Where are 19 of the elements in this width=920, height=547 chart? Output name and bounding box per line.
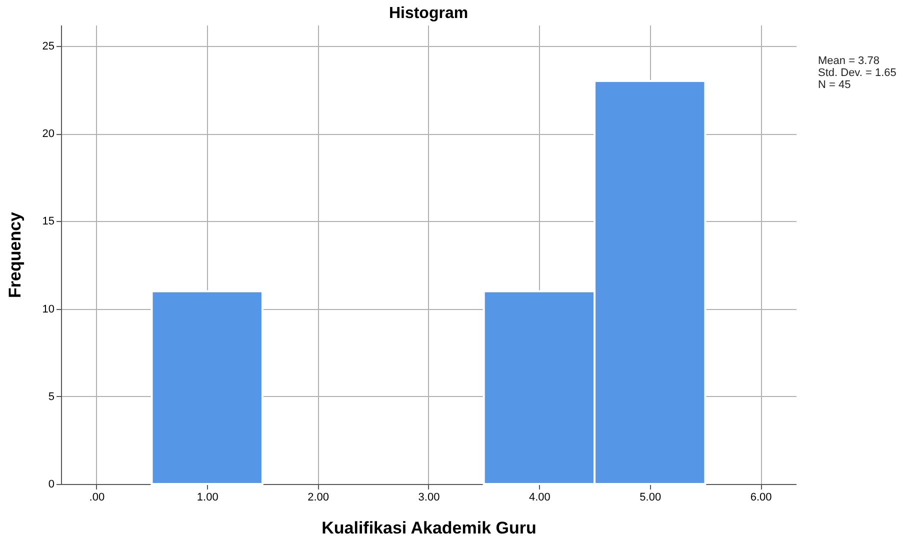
text: Std. Dev. = 1.65 (818, 67, 896, 79)
x-tick-label: 2.00 (308, 492, 330, 504)
x-tick-label: 5.00 (640, 492, 662, 504)
x-tick-label: .00 (89, 492, 105, 504)
y-tick-label: 0 (48, 478, 54, 490)
y-axis-title: Frequency (5, 211, 24, 298)
text: N = 45 (818, 79, 852, 91)
y-tick-label: 10 (42, 303, 54, 316)
y-tick-label: 5 (48, 390, 54, 403)
chart-title: Histogram (388, 5, 468, 22)
x-tick-label: 6.00 (750, 492, 772, 504)
y-tick-label: 25 (42, 40, 54, 53)
y-tick-label: 20 (42, 128, 54, 140)
x-axis-title: Kualifikasi Akademik Guru (322, 518, 536, 538)
x-tick-label: 3.00 (418, 492, 440, 504)
y-tick-label: 15 (42, 216, 54, 228)
x-tick-label: 4.00 (528, 492, 550, 504)
x-tick-label: 1.00 (196, 492, 218, 504)
text: Mean = 3.78 (818, 55, 880, 67)
